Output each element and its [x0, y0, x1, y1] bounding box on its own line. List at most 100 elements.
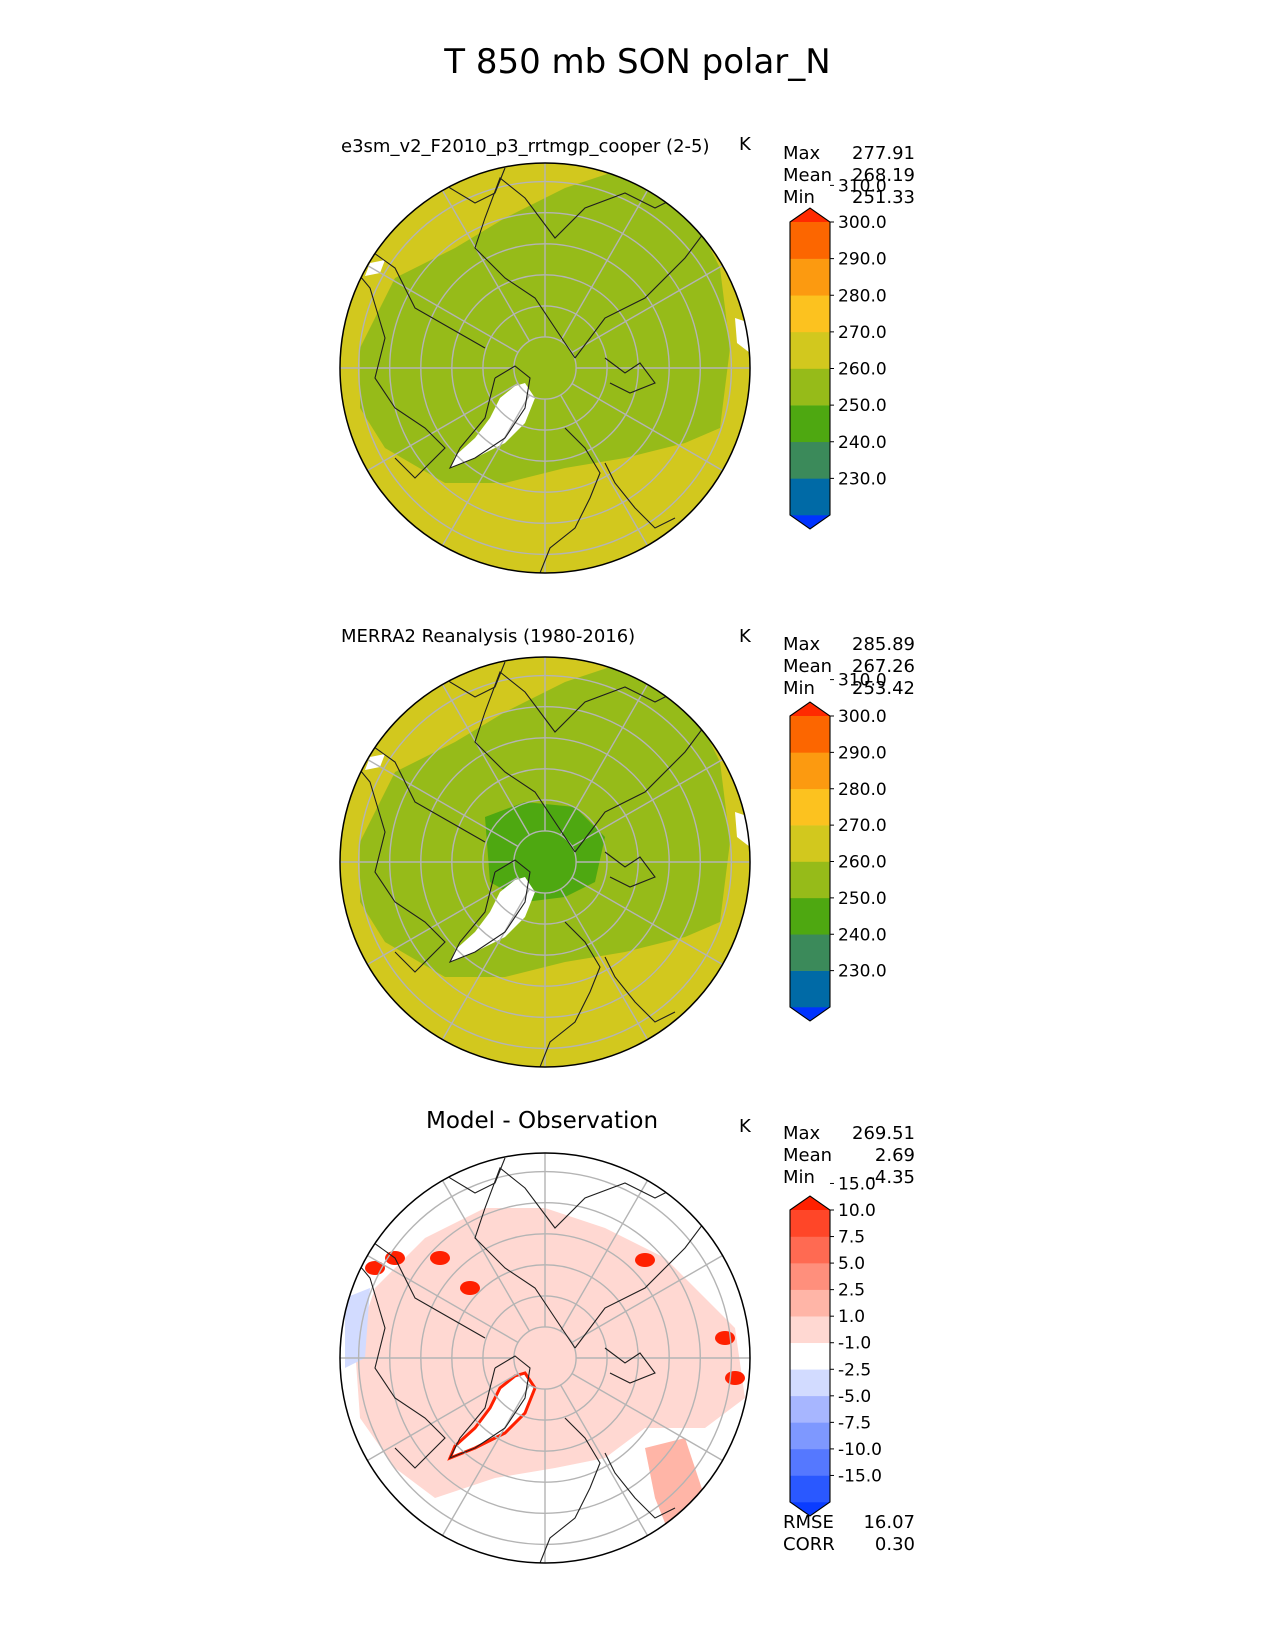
panel-3-units: K: [739, 1116, 751, 1137]
panel-2-stats: Max 285.89 Mean 267.26 Min 253.42: [783, 634, 915, 700]
colorbar-segment: [790, 405, 830, 443]
coastline: [539, 427, 601, 573]
coastline: [448, 859, 531, 964]
colorbar-outline: [789, 701, 831, 1022]
colorbar-tick-label: 5.0: [838, 1254, 865, 1274]
panel-2-units: K: [739, 626, 751, 647]
colorbar-tick-label: 270.0: [838, 323, 887, 343]
map-field: [340, 163, 750, 573]
meridian-line: [367, 758, 519, 848]
colorbar-tick-label: 240.0: [838, 433, 887, 453]
meridian-line: [441, 684, 531, 836]
metric-value: 0.30: [874, 1534, 915, 1555]
meridian-line: [571, 758, 723, 848]
meridian-line: [441, 394, 531, 546]
colorbar-extend-max: [790, 702, 830, 716]
meridian-line: [441, 1384, 531, 1536]
coastline: [474, 671, 716, 853]
stat-value: 268.19: [852, 165, 915, 186]
coastline: [604, 357, 656, 394]
colorbar-tick-label: -2.5: [838, 1360, 871, 1380]
meridian-line: [441, 1180, 531, 1332]
colorbar-tick-label: -1.0: [838, 1334, 871, 1354]
stat-value: 277.91: [852, 143, 915, 164]
colorbar-segment: [790, 788, 830, 826]
hotspot: [725, 1371, 745, 1385]
colorbar-segment: [790, 934, 830, 971]
colorbar-tick-label: 230.0: [838, 469, 887, 489]
meridian-line: [367, 1372, 519, 1462]
meridian-line: [441, 190, 531, 342]
stat-label: Mean: [783, 1145, 833, 1166]
meridian-line: [559, 1180, 649, 1332]
colorbar-segment: [790, 1342, 830, 1370]
stat-value: 269.51: [852, 1123, 915, 1144]
colorbar-outline: [789, 1195, 831, 1517]
colorbar-segment: [790, 1475, 830, 1503]
colorbar-segment: [790, 441, 830, 479]
coastline: [539, 1417, 601, 1563]
stat-label: Min: [783, 1167, 815, 1188]
colorbar-tick-label: -7.5: [838, 1413, 871, 1433]
colorbar-tick-label: -15.0: [838, 1466, 882, 1486]
metric-value: 16.07: [863, 1512, 915, 1533]
coastline: [604, 1452, 676, 1519]
colorbar-segment: [790, 478, 830, 516]
colorbar-segment: [790, 1369, 830, 1397]
hotspot: [460, 1281, 480, 1295]
colorbar-segment: [790, 368, 830, 406]
panel-3-stats: Max 269.51 Mean 2.69 Min -4.35: [783, 1123, 915, 1189]
colorbar-tick-label: -5.0: [838, 1387, 871, 1407]
coastline: [474, 1167, 716, 1349]
meridian-line: [571, 382, 723, 472]
metric-label: RMSE: [783, 1512, 834, 1533]
field-positive: [355, 1208, 745, 1498]
hotspot: [635, 1253, 655, 1267]
meridian-line: [559, 888, 649, 1040]
colorbar-tick-label: 2.5: [838, 1281, 865, 1301]
panel-3-metrics: RMSE 16.07 CORR 0.30: [783, 1512, 915, 1556]
stat-value: 285.89: [852, 634, 915, 655]
coastline: [474, 177, 716, 359]
coastline: [604, 462, 676, 529]
coastline: [539, 921, 601, 1067]
polar-map-2: [339, 656, 751, 1068]
colorbar-segment: [790, 1263, 830, 1290]
colorbar-tick-label: 260.0: [838, 360, 887, 380]
colorbar-extend-min: [790, 1007, 830, 1021]
colorbar-segment: [790, 825, 830, 862]
metric-label: CORR: [783, 1534, 835, 1555]
meridian-line: [571, 1254, 723, 1344]
colorbar-segment: [790, 1236, 830, 1264]
greenland: [450, 383, 535, 468]
stat-label: Max: [783, 143, 821, 164]
meridian-line: [367, 1254, 519, 1344]
coastline: [344, 242, 486, 479]
colorbar-tick-label: 280.0: [838, 780, 887, 800]
stat-label: Min: [783, 678, 815, 699]
colorbar-segment: [790, 258, 830, 296]
colorbar-segment: [790, 1422, 830, 1450]
colorbar-tick-label: 290.0: [838, 743, 887, 763]
colorbar-tick-label: 310.0: [838, 176, 887, 196]
map-field: [340, 657, 750, 1067]
colorbar-segment: [790, 897, 830, 935]
meridian-line: [441, 888, 531, 1040]
stat-value: -4.35: [868, 1167, 915, 1188]
colorbar-tick-label: 300.0: [838, 707, 887, 727]
colorbar-2: 230.0 240.0 250.0 260.0 270.0 280.0 290.0 300.0…: [789, 671, 887, 1022]
panel-1-title: e3sm_v2_F2010_p3_rrtmgp_cooper (2-5): [341, 136, 710, 157]
colorbar-segment: [790, 1210, 830, 1237]
coastline: [604, 956, 676, 1023]
colorbar-tick-label: 250.0: [838, 396, 887, 416]
colorbar-tick-label: 15.0: [838, 1174, 876, 1194]
colorbar-segment: [790, 861, 830, 899]
colorbar-segment: [790, 331, 830, 369]
meridian-line: [367, 876, 519, 966]
stat-label: Mean: [783, 165, 833, 186]
colorbar-segment: [790, 1395, 830, 1423]
stat-label: Min: [783, 187, 815, 208]
panel-1-stats: Max 277.91 Mean 268.19 Min 251.33: [783, 143, 915, 209]
colorbar-segment: [790, 970, 830, 1008]
